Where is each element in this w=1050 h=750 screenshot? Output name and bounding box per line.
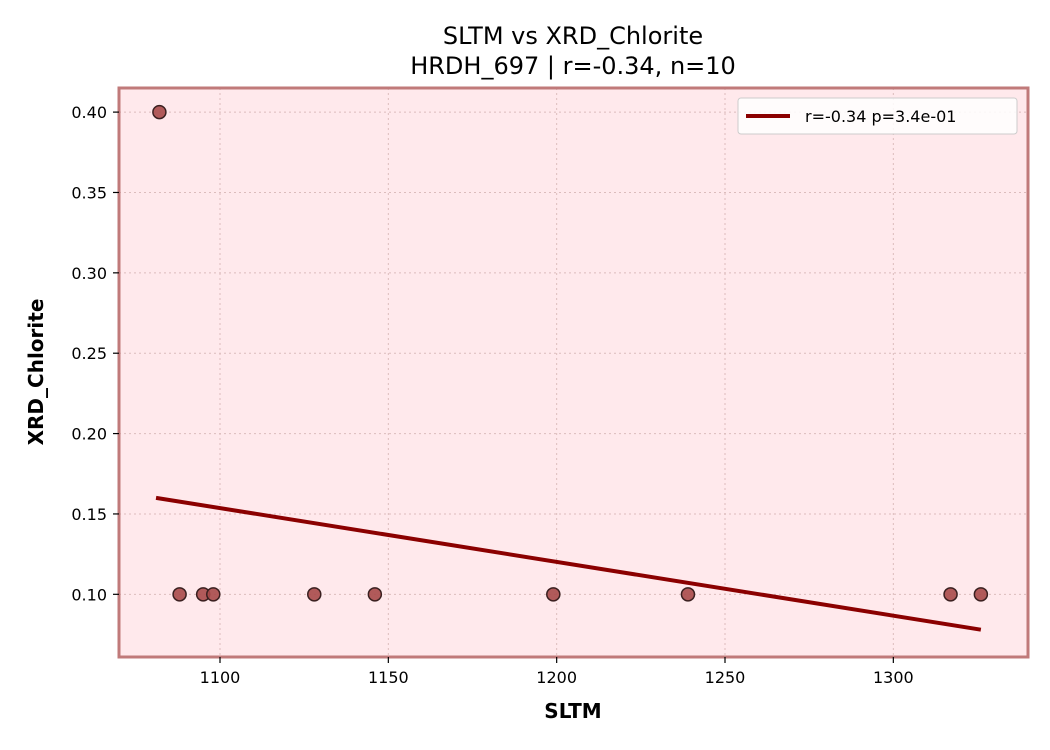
x-tick-label: 1150 [368, 668, 409, 687]
plot-area [119, 88, 1028, 657]
trendline-layer [155, 495, 982, 632]
x-tick-label: 1300 [873, 668, 914, 687]
y-axis-label: XRD_Chlorite [24, 299, 48, 446]
data-point [172, 587, 187, 602]
y-tick-label: 0.15 [71, 505, 107, 524]
chart-subtitle: HRDH_697 | r=-0.34, n=10 [410, 52, 736, 80]
y-tick-label: 0.40 [71, 103, 107, 122]
data-point [973, 587, 989, 602]
x-tick-label: 1200 [536, 668, 577, 687]
data-point [307, 587, 322, 602]
y-tick-label: 0.20 [71, 425, 107, 444]
plot-frame [117, 86, 1030, 659]
legend: r=-0.34 p=3.4e-01 [737, 97, 1018, 135]
grid-lines [119, 88, 1028, 657]
x-tick-label: 1250 [705, 668, 746, 687]
legend-box [737, 97, 1018, 135]
y-axis-ticks: 0.10 0.15 0.20 0.25 0.30 0.35 0.40 [71, 103, 119, 604]
y-tick-label: 0.30 [71, 264, 107, 283]
data-point [943, 587, 958, 602]
y-tick-label: 0.25 [71, 344, 107, 363]
data-point [367, 587, 383, 602]
x-axis-ticks: 1100 1150 1200 1250 1300 [200, 657, 914, 687]
data-point [546, 587, 561, 602]
x-axis-label: SLTM [544, 699, 601, 723]
legend-trendline-label: r=-0.34 p=3.4e-01 [805, 107, 956, 126]
y-tick-label: 0.35 [71, 183, 107, 202]
y-tick-label: 0.10 [71, 585, 107, 604]
chart-title: SLTM vs XRD_Chlorite [443, 22, 703, 50]
data-point [680, 587, 696, 602]
data-points [152, 104, 989, 602]
trendline [155, 495, 982, 632]
data-point [206, 587, 221, 602]
data-point [152, 104, 167, 120]
x-tick-label: 1100 [200, 668, 241, 687]
